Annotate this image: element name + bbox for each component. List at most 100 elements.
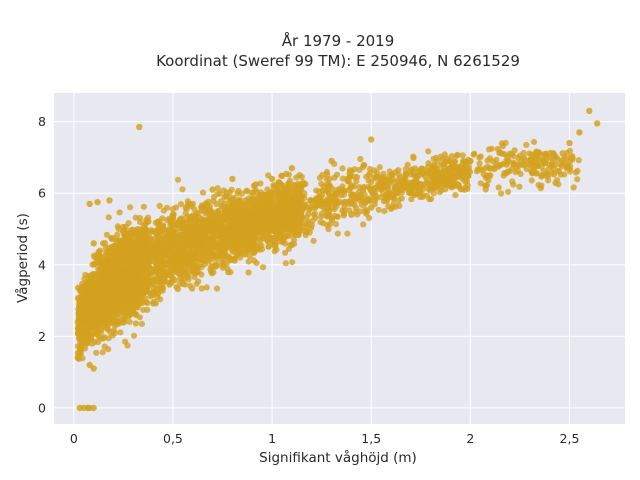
scatter-point <box>359 187 367 194</box>
scatter-point <box>245 258 252 265</box>
scatter-point <box>127 204 134 211</box>
scatter-point <box>259 221 266 228</box>
scatter-point <box>116 209 123 216</box>
scatter-point <box>250 195 257 202</box>
scatter-point <box>202 207 209 214</box>
scatter-point <box>326 191 333 198</box>
scatter-point <box>413 174 421 181</box>
scatter-point <box>298 173 305 181</box>
scatter-point <box>320 201 327 208</box>
scatter-point <box>294 231 301 238</box>
scatter-point <box>220 252 227 259</box>
scatter-point <box>228 186 235 193</box>
scatter-point <box>114 231 121 238</box>
scatter-point <box>91 260 98 268</box>
scatter-point <box>441 151 448 158</box>
scatter-point <box>271 243 279 250</box>
scatter-point <box>452 192 459 199</box>
scatter-point <box>310 237 317 244</box>
scatter-point <box>229 196 236 203</box>
scatter-point <box>156 227 163 235</box>
scatter-point <box>176 280 183 287</box>
scatter-point <box>93 302 100 309</box>
scatter-point <box>247 207 254 214</box>
scatter-point <box>517 170 524 178</box>
scatter-point <box>287 232 294 239</box>
scatter-point <box>449 169 456 177</box>
scatter-point <box>224 265 231 273</box>
scatter-point <box>430 190 437 197</box>
scatter-point <box>120 299 127 306</box>
scatter-point <box>262 210 269 217</box>
scatter-point <box>536 149 543 156</box>
scatter-point <box>298 186 305 193</box>
scatter-point <box>487 165 494 172</box>
scatter-point <box>130 332 138 339</box>
scatter-point <box>93 349 100 356</box>
scatter-point <box>205 198 212 205</box>
scatter-point <box>410 155 417 162</box>
scatter-point <box>548 162 556 169</box>
scatter-point <box>375 206 382 213</box>
scatter-point <box>389 194 396 201</box>
scatter-point <box>484 157 491 164</box>
scatter-point <box>172 204 180 211</box>
scatter-point <box>144 276 151 283</box>
scatter-point <box>496 150 503 157</box>
scatter-point <box>208 210 215 217</box>
scatter-point <box>227 219 234 226</box>
scatter-point <box>476 160 483 167</box>
scatter-point <box>219 259 226 266</box>
scatter-point <box>144 214 152 221</box>
scatter-point <box>122 338 129 345</box>
scatter-point <box>278 172 285 179</box>
scatter-point <box>435 173 442 180</box>
scatter-point <box>200 218 207 225</box>
scatter-point <box>144 270 152 277</box>
scatter-point <box>360 161 367 169</box>
scatter-point <box>549 169 556 176</box>
scatter-point <box>523 141 530 148</box>
scatter-point <box>214 185 221 192</box>
scatter-point <box>495 184 502 191</box>
scatter-point <box>128 230 136 237</box>
scatter-point <box>77 348 84 355</box>
scatter-point <box>473 168 480 175</box>
scatter-point <box>283 170 290 177</box>
scatter-point <box>425 148 432 155</box>
scatter-point <box>123 303 130 311</box>
scatter-point <box>264 191 271 199</box>
scatter-point <box>520 162 527 169</box>
scatter-point <box>220 214 227 221</box>
scatter-point <box>100 285 107 292</box>
scatter-point <box>177 275 184 282</box>
scatter-point <box>160 207 167 214</box>
scatter-point <box>250 189 257 196</box>
scatter-point <box>501 169 508 177</box>
scatter-point <box>171 265 178 272</box>
scatter-point <box>89 340 96 347</box>
scatter-point <box>123 239 130 246</box>
scatter-point <box>158 279 165 286</box>
scatter-point <box>159 285 166 292</box>
scatter-point <box>81 345 89 352</box>
scatter-point <box>552 179 559 186</box>
scatter-point <box>210 193 218 201</box>
scatter-point <box>215 207 222 215</box>
scatter-point <box>339 175 346 182</box>
scatter-point <box>347 185 354 192</box>
scatter-point <box>193 280 200 287</box>
scatter-point <box>461 158 468 165</box>
scatter-point <box>203 284 210 291</box>
scatter-point <box>151 277 158 284</box>
scatter-point <box>336 198 343 205</box>
scatter-point <box>187 282 194 289</box>
scatter-point <box>481 165 488 172</box>
scatter-point <box>480 171 487 178</box>
scatter-point <box>123 267 130 275</box>
scatter-point <box>323 213 330 220</box>
scatter-point <box>346 170 353 177</box>
scatter-point <box>113 256 121 263</box>
scatter-point <box>156 202 163 209</box>
